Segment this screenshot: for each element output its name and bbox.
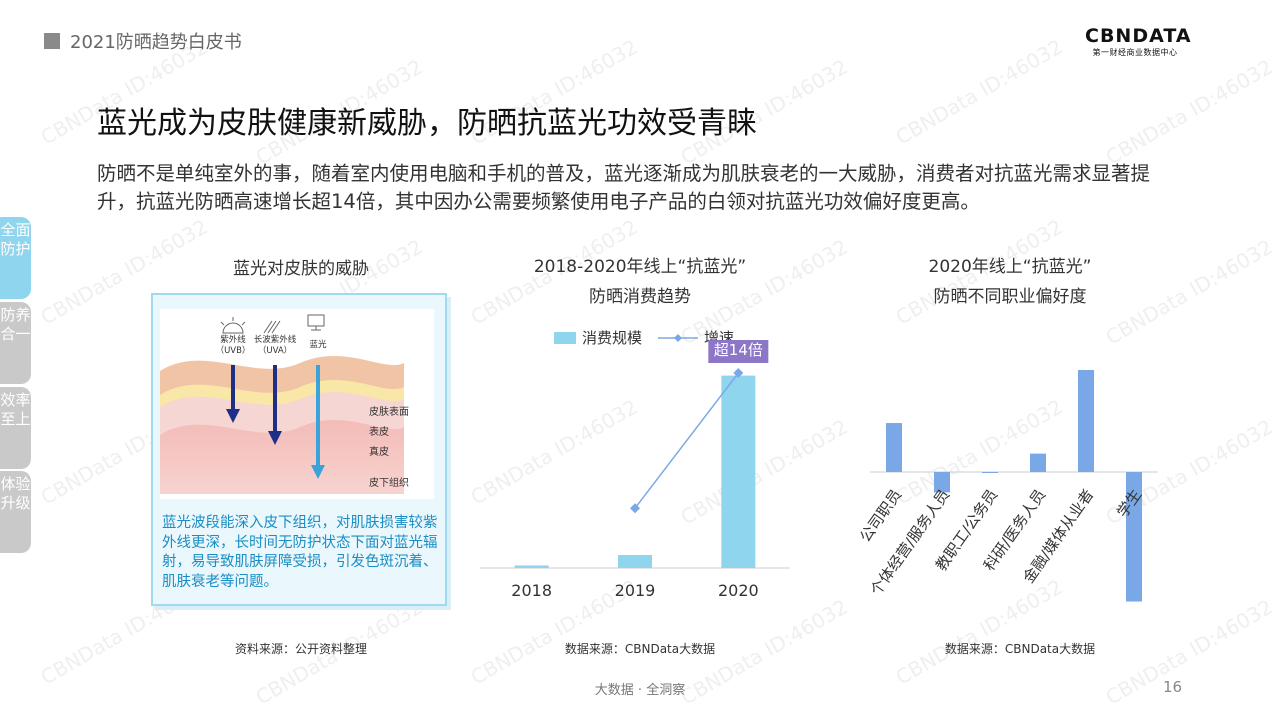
bar-个体经营/服务人员	[934, 472, 950, 493]
skin-caption: 蓝光波段能深入皮下组织，对肌肤损害较紫外线更深，长时间无防护状态下面对蓝光辐射，…	[162, 515, 438, 590]
uvb-arrow	[226, 365, 240, 423]
trend-source-note: 数据来源：CBNData大数据	[564, 642, 716, 656]
legend-label: 消费规模	[582, 329, 643, 347]
growth-point-0	[630, 503, 640, 514]
bar-2019	[618, 555, 652, 568]
bar-2018	[514, 565, 549, 568]
growth-point-1	[733, 368, 744, 378]
dermis-layer	[160, 389, 404, 435]
skin-source-note: 资料来源：公开资料整理	[234, 642, 367, 656]
legend-bar-swatch	[554, 331, 576, 344]
ray-label: 紫外线	[220, 334, 246, 345]
bar-科研/医务人员	[1030, 453, 1046, 472]
logo-subtitle: 第一财经商业数据中心	[1092, 48, 1178, 57]
report-title: 2021防晒趋势白皮书	[44, 28, 242, 54]
ray-sub-label: （UVB）	[216, 345, 251, 356]
x-tick-label: 2018	[511, 581, 552, 600]
sun-icon	[222, 322, 244, 334]
blue-light-arrow	[311, 365, 325, 479]
ray-label: 长波紫外线	[254, 334, 297, 345]
occupation-source-note: 数据来源：CBNData大数据	[944, 642, 1096, 656]
bar-2020	[721, 375, 756, 568]
side-tab-label: 效率至上	[0, 391, 31, 428]
annotation-box	[708, 340, 769, 363]
side-tab-label: 防养合一	[0, 306, 31, 343]
bar-学生	[1126, 472, 1142, 602]
skin-panel-title: 蓝光对皮肤的威胁	[233, 259, 369, 279]
footer-slogan: 大数据 · 全洞察	[594, 683, 686, 698]
legend-line-swatch	[658, 333, 699, 342]
trend-chart-title: 2018-2020年线上“抗蓝光”	[533, 257, 747, 277]
side-tab-label: 体验升级	[0, 475, 31, 512]
watermark-text: CBNData ID:46032	[1101, 54, 1277, 170]
ray-label: 蓝光	[309, 339, 327, 350]
ray-sub-label: （UVA）	[258, 345, 292, 356]
cbndata-logo: CBNDATA 第一财经商业数据中心	[1085, 25, 1192, 58]
side-tab-label: 全面防护	[0, 221, 31, 258]
x-tick-label: 2019	[615, 581, 656, 600]
page-number: 16	[1163, 678, 1183, 696]
skin-surface-layer	[160, 355, 404, 395]
side-tab-1[interactable]: 全面防护	[0, 217, 31, 299]
x-tick-label: 2020	[718, 581, 759, 600]
subcutaneous-layer	[160, 411, 404, 494]
skin-layers-svg: 紫外线 （UVB） 长波紫外线 （UVA） 蓝光 皮肤表面 表皮 真皮 皮下组织	[160, 314, 409, 494]
trend-chart-subtitle: 防晒消费趋势	[589, 287, 691, 307]
intro-paragraph: 防晒不是单纯室外的事，随着室内使用电脑和手机的普及，蓝光逐渐成为肌肤衰老的一大威…	[97, 162, 1151, 213]
trend-chart: 2018 2019 2020 超14倍	[480, 340, 790, 600]
layer-label: 真皮	[369, 445, 389, 458]
title-square-icon	[44, 33, 60, 49]
bar-公司职员	[886, 423, 902, 472]
uva-arrow	[268, 365, 282, 445]
occupation-chart-subtitle: 防晒不同职业偏好度	[933, 287, 1087, 307]
annotation-callout: 超14倍	[708, 340, 769, 363]
layer-label: 表皮	[369, 425, 389, 438]
side-tab-3[interactable]: 效率至上	[0, 387, 31, 469]
annotation-label: 超14倍	[714, 341, 763, 359]
skin-diagram: 紫外线 （UVB） 长波紫外线 （UVA） 蓝光 皮肤表面 表皮 真皮 皮下组织	[160, 309, 434, 499]
x-tick-label: 公司职员	[856, 486, 905, 545]
layer-label: 皮肤表面	[369, 405, 409, 418]
side-tab-4[interactable]: 体验升级	[0, 471, 31, 553]
uva-rays-icon	[263, 320, 281, 334]
report-title-text: 2021防晒趋势白皮书	[70, 32, 242, 53]
side-tab-2[interactable]: 防养合一	[0, 302, 31, 384]
monitor-icon	[307, 314, 325, 327]
growth-line	[634, 372, 739, 509]
occupation-chart-title: 2020年线上“抗蓝光”	[928, 257, 1092, 277]
bar-金融/媒体从业者	[1078, 370, 1094, 472]
watermark-text: CBNData ID:46032	[891, 34, 1067, 150]
logo-brand: CBNDATA	[1085, 25, 1192, 47]
bar-教职工/公务员	[982, 472, 998, 474]
page-headline: 蓝光成为皮肤健康新威胁，防晒抗蓝光功效受青睐	[97, 106, 757, 141]
layer-label: 皮下组织	[369, 476, 409, 489]
